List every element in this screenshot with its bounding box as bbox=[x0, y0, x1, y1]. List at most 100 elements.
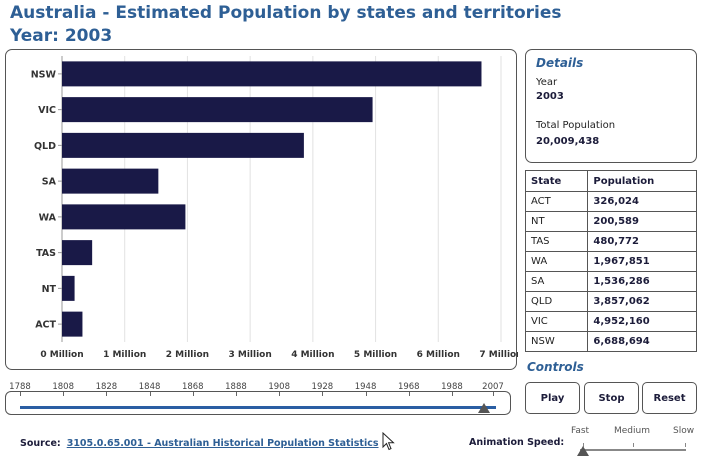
details-panel: Details Year 2003 Total Population 20,00… bbox=[525, 49, 697, 163]
population-cell: 1,967,851 bbox=[587, 251, 697, 272]
population-cell: 480,772 bbox=[587, 231, 697, 252]
x-tick-label: 6 Million bbox=[417, 350, 460, 360]
category-label: TAS bbox=[36, 248, 56, 259]
speed-slider-thumb[interactable] bbox=[577, 446, 589, 456]
table-row[interactable]: TAS 480,772 bbox=[524, 231, 697, 252]
category-label: NT bbox=[42, 284, 57, 295]
x-tick-label: 2 Million bbox=[166, 350, 209, 360]
timeline-tick bbox=[63, 392, 65, 396]
population-cell: 200,589 bbox=[587, 211, 697, 232]
population-table: State Population ACT 326,024 NT 200,589 TA… bbox=[524, 170, 697, 352]
state-cell: ACT bbox=[524, 191, 589, 212]
x-tick-label: 4 Million bbox=[291, 350, 334, 360]
population-cell: 4,952,160 bbox=[587, 311, 697, 332]
play-button[interactable]: Play bbox=[525, 382, 580, 414]
table-row[interactable]: WA 1,967,851 bbox=[524, 251, 697, 272]
state-cell: QLD bbox=[524, 291, 589, 312]
x-tick-label: 5 Million bbox=[354, 350, 397, 360]
timeline-track[interactable] bbox=[20, 406, 496, 409]
timeline-tick bbox=[235, 392, 237, 396]
page-title: Australia - Estimated Population by stat… bbox=[10, 3, 562, 23]
year-label: Year bbox=[536, 77, 558, 88]
source-line: Source: 3105.0.65.001 - Australian Histor… bbox=[20, 438, 379, 449]
state-cell: TAS bbox=[524, 231, 589, 252]
population-bar-chart: 0 Million 1 Million 2 Million 3 Million 4 Mi… bbox=[31, 56, 518, 360]
timeline-year-label: 1828 bbox=[95, 382, 118, 392]
speed-tick bbox=[583, 443, 584, 447]
reset-button[interactable]: Reset bbox=[642, 382, 697, 414]
bar-vic bbox=[62, 97, 373, 123]
bar-nt bbox=[62, 275, 75, 301]
category-label: WA bbox=[39, 212, 57, 223]
timeline-year-label: 1988 bbox=[441, 382, 463, 392]
speed-option-slow[interactable]: Slow bbox=[673, 426, 695, 436]
x-tick-label: 0 Million bbox=[40, 350, 83, 360]
category-label: ACT bbox=[35, 320, 56, 331]
state-cell: WA bbox=[524, 251, 589, 272]
timeline-tick bbox=[493, 392, 494, 396]
population-column-header[interactable]: Population bbox=[587, 170, 697, 192]
category-label: NSW bbox=[31, 69, 57, 80]
x-tick-label: 1 Million bbox=[103, 350, 146, 360]
speed-option-fast[interactable]: Fast bbox=[571, 426, 590, 436]
population-cell: 6,688,694 bbox=[587, 331, 697, 352]
timeline-year-label: 1808 bbox=[52, 382, 75, 392]
year-title: Year: 2003 bbox=[10, 26, 113, 46]
timeline-year-label: 2007 bbox=[482, 382, 504, 392]
bar-qld bbox=[62, 132, 304, 158]
source-label: Source: bbox=[20, 438, 61, 449]
bar-wa bbox=[62, 204, 186, 230]
animation-speed-label: Animation Speed: bbox=[469, 437, 565, 448]
total-population-value: 20,009,438 bbox=[536, 136, 600, 147]
timeline-year-label: 1928 bbox=[311, 382, 334, 392]
details-heading: Details bbox=[536, 56, 584, 70]
table-header-row: State Population bbox=[524, 170, 697, 192]
state-cell: NT bbox=[524, 211, 589, 232]
timeline-year-label: 1908 bbox=[268, 382, 290, 392]
timeline-thumb-handle[interactable] bbox=[478, 403, 491, 413]
source-link[interactable]: 3105.0.65.001 - Australian Historical Po… bbox=[66, 438, 379, 449]
bar-sa bbox=[62, 168, 159, 194]
state-cell: SA bbox=[524, 271, 589, 292]
bar-nsw bbox=[62, 61, 482, 87]
state-column-header[interactable]: State bbox=[524, 170, 589, 192]
timeline-year-label: 1848 bbox=[138, 382, 161, 392]
table-row[interactable]: NT 200,589 bbox=[524, 211, 697, 232]
bar-tas bbox=[62, 240, 93, 266]
chart-panel: 0 Million 1 Million 2 Million 3 Million 4 Mi… bbox=[5, 49, 518, 370]
population-cell: 1,536,286 bbox=[587, 271, 697, 292]
animation-speed-slider[interactable] bbox=[580, 449, 686, 451]
category-label: QLD bbox=[34, 141, 56, 152]
timeline-tick bbox=[322, 392, 324, 396]
bar-act bbox=[62, 311, 83, 337]
state-cell: VIC bbox=[524, 311, 589, 332]
state-cell: NSW bbox=[524, 331, 589, 352]
timeline-tick bbox=[149, 392, 151, 396]
population-cell: 326,024 bbox=[587, 191, 697, 212]
stop-button[interactable]: Stop bbox=[584, 382, 639, 414]
table-row[interactable]: NSW 6,688,694 bbox=[524, 331, 697, 352]
population-cell: 3,857,062 bbox=[587, 291, 697, 312]
table-row[interactable]: QLD 3,857,062 bbox=[524, 291, 697, 312]
timeline-year-label: 1888 bbox=[225, 382, 247, 392]
total-population-label: Total Population bbox=[536, 120, 616, 131]
speed-tick bbox=[633, 443, 634, 447]
speed-option-medium[interactable]: Medium bbox=[614, 426, 650, 436]
table-row[interactable]: VIC 4,952,160 bbox=[524, 311, 697, 332]
timeline-tick bbox=[365, 392, 367, 396]
year-timeline-slider[interactable] bbox=[5, 391, 511, 415]
table-row[interactable]: ACT 326,024 bbox=[524, 191, 697, 212]
timeline-year-label: 1968 bbox=[397, 382, 420, 392]
timeline-tick bbox=[20, 392, 21, 396]
table-row[interactable]: SA 1,536,286 bbox=[524, 271, 697, 292]
speed-tick bbox=[685, 443, 686, 447]
timeline-tick bbox=[106, 392, 108, 396]
timeline-year-label: 1868 bbox=[181, 382, 204, 392]
timeline-tick bbox=[408, 392, 410, 396]
category-label: SA bbox=[42, 177, 57, 188]
x-tick-label: 7 Million bbox=[479, 350, 518, 360]
controls-heading: Controls bbox=[527, 360, 584, 374]
x-tick-label: 3 Million bbox=[228, 350, 271, 360]
timeline-tick bbox=[279, 392, 281, 396]
mouse-cursor-icon bbox=[382, 432, 395, 451]
